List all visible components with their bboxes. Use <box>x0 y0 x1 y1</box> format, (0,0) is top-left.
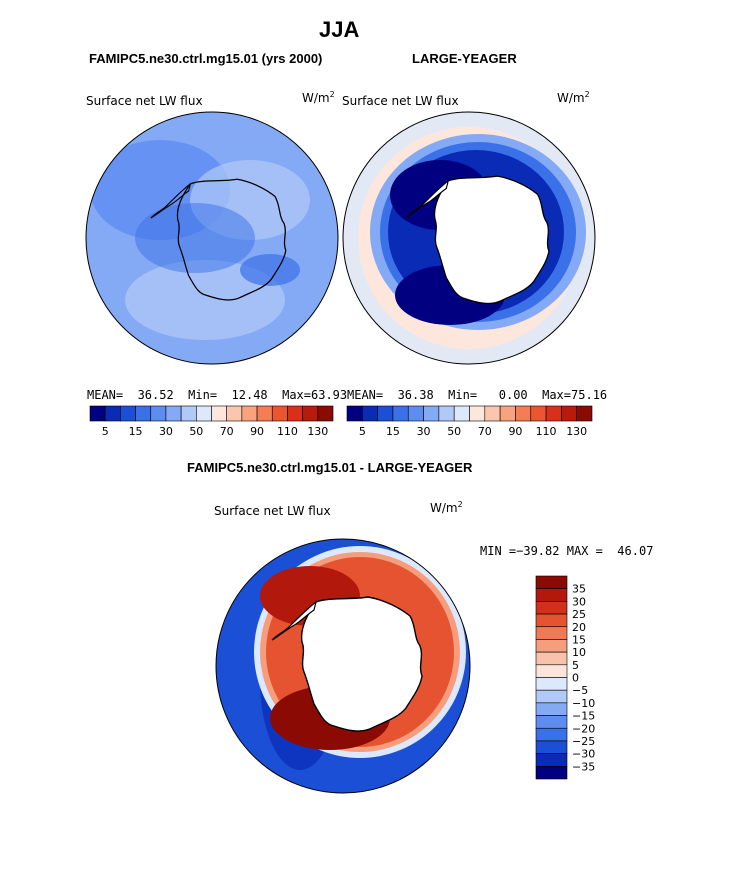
map-model <box>86 112 338 364</box>
colorbar-obs-tick-5: 90 <box>508 425 522 438</box>
colorbar-difference-tick-13: −30 <box>572 748 595 761</box>
colorbar-model-swatch-6 <box>180 405 197 422</box>
colorbar-model-tick-4: 70 <box>220 425 234 438</box>
map-obs <box>343 112 595 364</box>
colorbar-difference-tick-6: 5 <box>572 659 579 672</box>
colorbar-obs-swatch-4 <box>407 405 424 422</box>
colorbar-obs-swatch-11 <box>515 405 532 422</box>
variable-label-difference: Surface net LW flux <box>214 504 331 518</box>
colorbar-obs-swatch-8 <box>469 405 486 422</box>
colorbar-difference-swatch-3 <box>535 613 568 628</box>
colorbar-difference-swatch-11 <box>535 715 568 729</box>
colorbar-difference-swatch-5 <box>535 639 568 653</box>
colorbar-difference-swatch-15 <box>535 766 568 780</box>
colorbar-difference-swatch-10 <box>535 702 568 716</box>
colorbar-obs-tick-6: 110 <box>536 425 557 438</box>
colorbar-difference-swatch-9 <box>535 689 568 704</box>
colorbar-obs-swatch-13 <box>545 405 562 422</box>
colorbar-model-swatch-4 <box>150 405 167 422</box>
colorbar-obs-swatch-7 <box>453 405 470 422</box>
colorbar-model-swatch-11 <box>256 405 273 422</box>
colorbar-model-swatch-0 <box>89 405 106 422</box>
colorbar-difference-swatch-4 <box>535 626 568 640</box>
colorbar-model-swatch-14 <box>302 405 319 422</box>
colorbar-model-swatch-15 <box>317 405 334 422</box>
colorbar-difference-tick-10: −15 <box>572 710 595 723</box>
colorbar-model-tick-3: 50 <box>189 425 203 438</box>
minmax-difference: MIN =−39.82 MAX = 46.07 <box>480 544 654 558</box>
colorbar-obs-tick-3: 50 <box>447 425 461 438</box>
colorbar-obs-tick-4: 70 <box>478 425 492 438</box>
colorbar-difference-tick-5: 10 <box>572 646 586 659</box>
colorbar-difference-swatch-13 <box>535 740 568 754</box>
colorbar-model-swatch-10 <box>241 405 258 422</box>
colorbar-difference-tick-11: −20 <box>572 722 595 735</box>
colorbar-model-swatch-2 <box>120 405 136 422</box>
units-label-difference: W/m2 <box>430 500 463 515</box>
colorbar-obs-tick-2: 30 <box>417 425 431 438</box>
colorbar-difference-tick-9: −10 <box>572 697 595 710</box>
colorbar-model-swatch-7 <box>196 405 212 422</box>
panel-title-difference: FAMIPC5.ne30.ctrl.mg15.01 - LARGE-YEAGER <box>187 460 473 475</box>
stats-model: MEAN= 36.52 Min= 12.48 Max=63.93 <box>87 388 348 402</box>
panel-title-model: FAMIPC5.ne30.ctrl.mg15.01 (yrs 2000) <box>89 51 323 66</box>
colorbar-obs-swatch-3 <box>392 405 409 422</box>
colorbar-model-swatch-13 <box>287 405 303 422</box>
colorbar-obs-swatch-1 <box>362 405 378 422</box>
colorbar-difference-swatch-8 <box>535 677 568 691</box>
colorbar-difference-tick-12: −25 <box>572 735 595 748</box>
colorbar-difference-swatch-12 <box>535 727 568 742</box>
variable-label-model: Surface net LW flux <box>86 94 203 108</box>
colorbar-difference-tick-4: 15 <box>572 633 586 646</box>
colorbar-model-swatch-5 <box>165 405 182 422</box>
colorbar-obs-tick-7: 130 <box>566 425 587 438</box>
colorbar-model-tick-6: 110 <box>277 425 298 438</box>
map-difference <box>216 539 470 793</box>
colorbar-difference-swatch-7 <box>535 664 568 678</box>
colorbar-difference-tick-7: 0 <box>572 672 579 685</box>
colorbar-difference-swatch-6 <box>535 651 568 666</box>
units-label-model: W/m2 <box>302 90 335 105</box>
page-title: JJA <box>319 17 360 42</box>
colorbar-obs-swatch-15 <box>576 405 593 422</box>
colorbar-difference-tick-3: 20 <box>572 621 586 634</box>
colorbar-difference-swatch-1 <box>535 588 568 602</box>
colorbar-model-tick-2: 30 <box>159 425 173 438</box>
colorbar-difference-tick-8: −5 <box>572 684 588 697</box>
colorbar-model-tick-0: 5 <box>102 425 109 438</box>
colorbar-obs-swatch-2 <box>377 405 394 422</box>
colorbar-obs-swatch-14 <box>561 405 577 422</box>
colorbar-model-swatch-3 <box>135 405 152 422</box>
colorbar-difference-tick-2: 25 <box>572 608 586 621</box>
colorbar-difference-tick-1: 30 <box>572 595 586 608</box>
colorbar-difference-tick-14: −35 <box>572 760 595 773</box>
colorbar-obs-tick-0: 5 <box>359 425 366 438</box>
colorbar-obs-swatch-6 <box>438 405 455 422</box>
colorbar-obs-tick-1: 15 <box>386 425 400 438</box>
colorbar-model-swatch-12 <box>271 405 288 422</box>
colorbar-model: 5 15 30 50 70 90 110 130 <box>89 405 334 438</box>
colorbar-obs-swatch-5 <box>423 405 440 422</box>
colorbar-difference-swatch-0 <box>535 575 568 589</box>
colorbar-obs-swatch-10 <box>499 405 516 422</box>
colorbar-obs-swatch-9 <box>484 405 501 422</box>
colorbar-model-tick-7: 130 <box>307 425 328 438</box>
colorbar-obs-swatch-0 <box>346 405 363 422</box>
colorbar-model-swatch-9 <box>226 405 243 422</box>
colorbar-difference-swatch-14 <box>535 753 568 767</box>
colorbar-difference-swatch-2 <box>535 601 568 615</box>
variable-label-obs: Surface net LW flux <box>342 94 459 108</box>
colorbar-model-swatch-1 <box>104 405 121 422</box>
units-label-obs: W/m2 <box>557 90 590 105</box>
colorbar-obs-swatch-12 <box>530 405 547 422</box>
colorbar-obs: 5 15 30 50 70 90 110 130 <box>346 405 593 438</box>
colorbar-model-tick-1: 15 <box>129 425 143 438</box>
colorbar-difference-tick-0: 35 <box>572 583 586 596</box>
colorbar-model-tick-5: 90 <box>250 425 264 438</box>
panel-title-obs: LARGE-YEAGER <box>412 51 517 66</box>
colorbar-model-swatch-8 <box>211 405 227 422</box>
stats-obs: MEAN= 36.38 Min= 0.00 Max=75.16 <box>347 388 608 402</box>
